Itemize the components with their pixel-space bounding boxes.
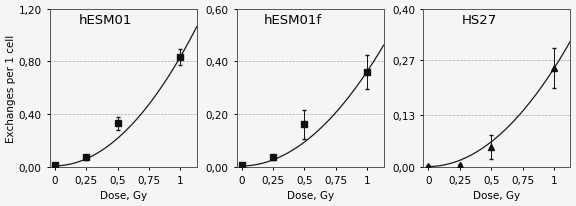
X-axis label: Dose, Gy: Dose, Gy xyxy=(286,191,334,200)
Text: hESM01: hESM01 xyxy=(79,14,132,27)
Y-axis label: Exchanges per 1 cell: Exchanges per 1 cell xyxy=(6,34,16,142)
Text: HS27: HS27 xyxy=(462,14,497,27)
Text: hESM01f: hESM01f xyxy=(263,14,321,27)
X-axis label: Dose, Gy: Dose, Gy xyxy=(100,191,147,200)
X-axis label: Dose, Gy: Dose, Gy xyxy=(473,191,521,200)
